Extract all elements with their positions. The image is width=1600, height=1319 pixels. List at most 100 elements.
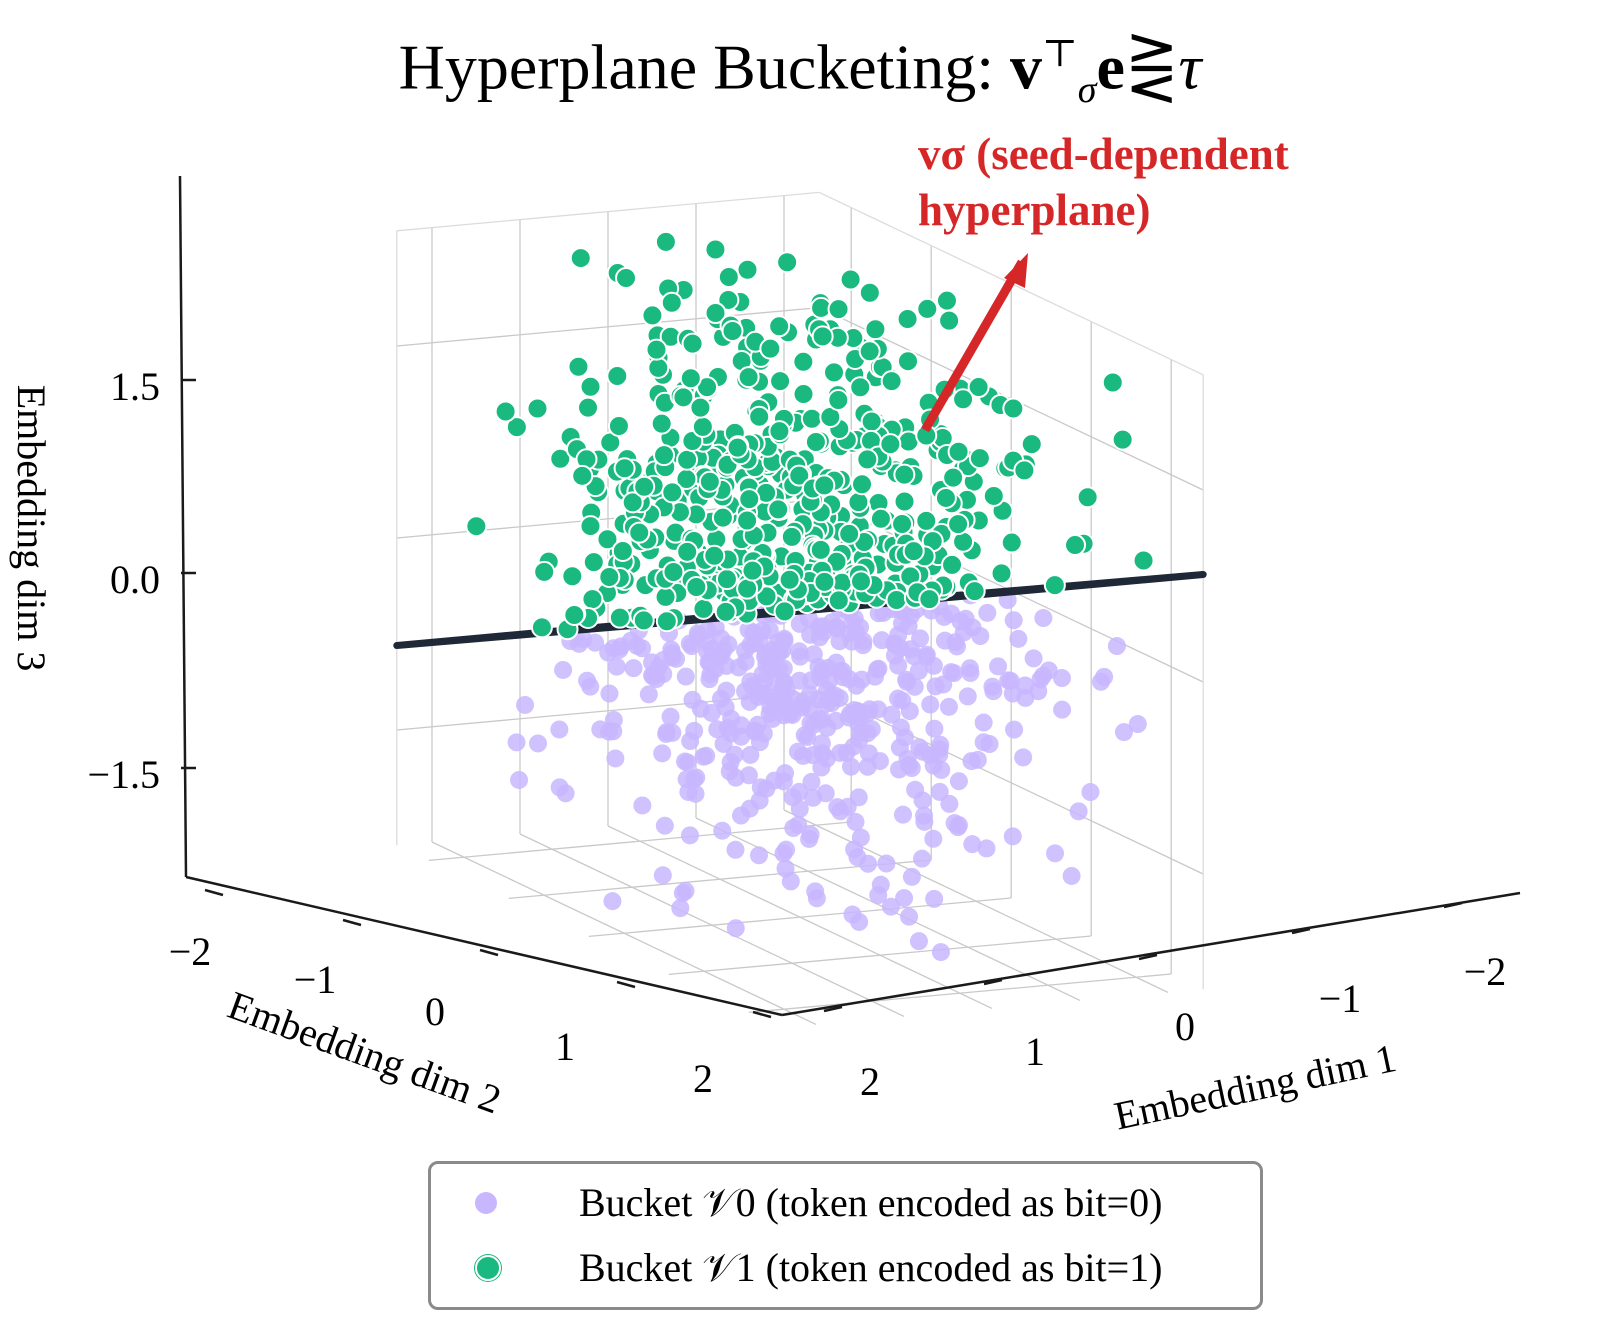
point-bucket-1 [778,568,801,591]
point-bucket-1 [768,420,791,443]
point-bucket-0 [978,603,997,622]
point-bucket-0 [603,892,622,911]
point-bucket-0 [1016,688,1035,707]
point-bucket-1 [661,481,684,504]
point-bucket-0 [893,805,912,824]
grid-line [428,821,852,862]
chart-title: Hyperplane Bucketing: v⊤σe⋛τ [398,31,1202,112]
point-bucket-0 [732,727,751,746]
point-bucket-0 [607,657,626,676]
point-bucket-0 [703,639,722,658]
y-tick-label: −2 [169,929,212,974]
point-bucket-1 [811,325,834,348]
point-bucket-0 [813,661,832,680]
point-bucket-0 [729,658,748,677]
point-bucket-1 [896,307,919,330]
point-bucket-1 [800,407,823,430]
point-bucket-1 [645,338,668,361]
point-bucket-0 [740,692,759,711]
point-bucket-1 [571,464,594,487]
point-bucket-1 [692,597,715,620]
z-tick-label: −1.5 [87,752,160,797]
point-bucket-1 [736,258,759,281]
point-bucket-0 [726,919,745,938]
point-bucket-0 [828,619,847,638]
point-bucket-0 [643,667,662,686]
point-bucket-1 [676,448,699,471]
point-bucket-0 [890,760,909,779]
point-bucket-1 [891,513,914,536]
point-bucket-0 [529,734,548,753]
point-bucket-1 [653,444,676,467]
point-bucket-1 [827,298,850,321]
point-bucket-0 [924,829,943,848]
point-bucket-0 [725,745,744,764]
point-bucket-1 [672,386,695,409]
x-tick [1291,927,1311,935]
point-bucket-0 [677,770,696,789]
point-bucket-0 [801,825,820,844]
point-bucket-1 [647,356,670,379]
point-bucket-0 [940,794,959,813]
point-bucket-1 [1064,534,1087,557]
grid-line [519,833,905,1017]
point-bucket-0 [802,772,821,791]
point-bucket-0 [947,637,966,656]
point-bucket-0 [1095,667,1114,686]
point-bucket-1 [650,412,673,435]
point-bucket-1 [897,350,920,373]
y-tick-label: 0 [425,989,445,1034]
point-bucket-1 [596,528,619,551]
point-bucket-1 [942,466,965,489]
point-bucket-1 [632,609,655,632]
point-bucket-0 [831,743,850,762]
point-bucket-0 [804,788,823,807]
point-bucket-1 [792,350,815,373]
point-bucket-0 [1069,802,1088,821]
point-bucket-1 [681,332,704,355]
point-bucket-0 [931,735,950,754]
point-bucket-0 [606,749,625,768]
point-bucket-0 [685,721,704,740]
point-bucket-0 [678,753,697,772]
point-bucket-1 [579,375,602,398]
point-bucket-0 [977,839,996,858]
point-bucket-1 [767,498,790,521]
legend: Bucket 𝒱0 (token encoded as bit=0) Bucke… [428,1161,1263,1310]
point-bucket-0 [869,886,888,905]
point-bucket-0 [813,744,832,763]
point-bucket-1 [879,433,902,456]
point-bucket-1 [655,610,678,633]
point-bucket-1 [864,318,887,341]
point-bucket-1 [858,340,881,363]
point-bucket-1 [776,251,799,274]
point-bucket-1 [1111,428,1134,451]
point-bucket-0 [716,698,735,717]
point-bucket-0 [714,734,733,753]
point-bucket-1 [679,367,702,390]
point-bucket-1 [880,370,903,393]
point-bucket-0 [1062,866,1081,885]
point-bucket-0 [673,884,692,903]
point-bucket-0 [784,819,803,838]
point-bucket-0 [962,752,981,771]
point-bucket-1 [813,570,836,593]
point-bucket-0 [794,746,813,765]
point-bucket-1 [941,553,964,576]
point-bucket-0 [790,799,809,818]
point-bucket-0 [655,816,674,835]
point-bucket-0 [720,762,739,781]
point-bucket-1 [567,355,590,378]
point-bucket-1 [918,588,941,611]
point-bucket-0 [913,849,932,868]
point-bucket-0 [915,812,934,831]
point-bucket-0 [921,695,940,714]
point-bucket-1 [662,561,685,584]
point-bucket-0 [900,907,919,926]
z-tick-label: 1.5 [110,364,160,409]
point-bucket-1 [850,570,873,593]
point-bucket-1 [549,447,572,470]
point-bucket-0 [872,631,891,650]
point-bucket-1 [847,491,870,514]
point-bucket-0 [859,744,878,763]
